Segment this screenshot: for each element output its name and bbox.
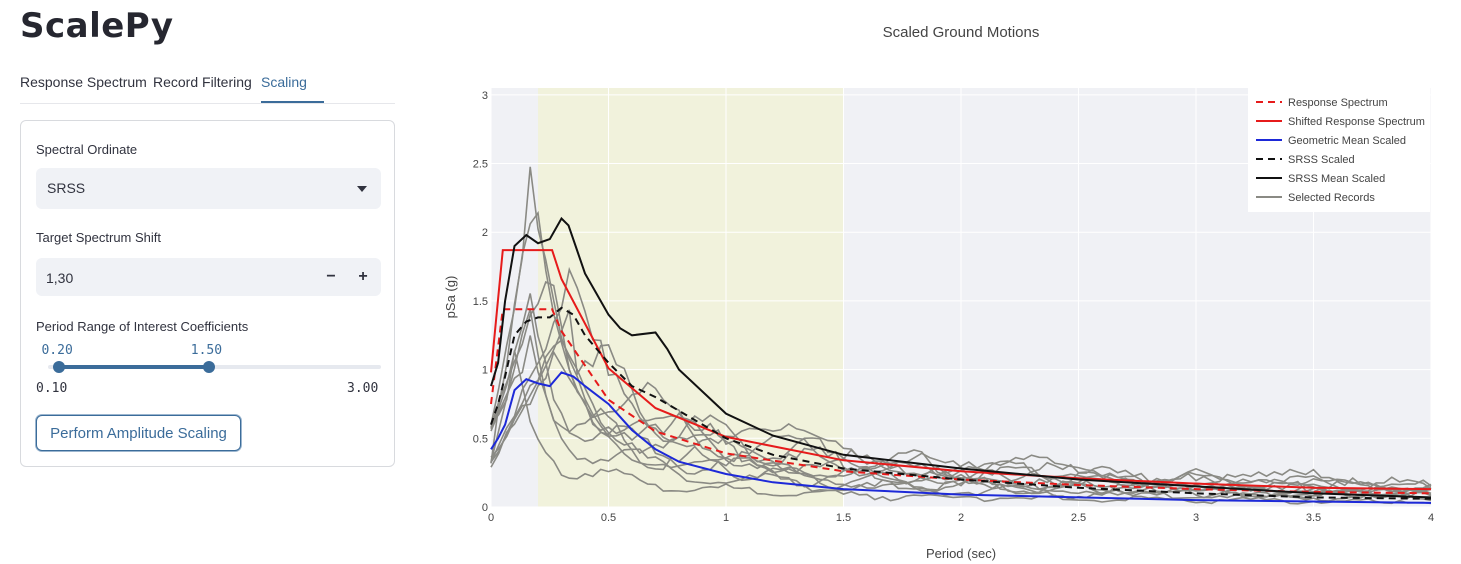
legend-items: Response Spectrum Shifted Response Spectr…	[1256, 97, 1425, 204]
selected-record-line	[490, 350, 1432, 498]
spectral-ordinate-select[interactable]: SRSS	[36, 168, 381, 209]
tab-scaling[interactable]: Scaling	[261, 74, 307, 90]
scaling-form: Spectral Ordinate SRSS Target Spectrum S…	[20, 120, 395, 467]
chevron-down-icon	[357, 186, 367, 192]
chart-title: Scaled Ground Motions	[883, 24, 1040, 41]
selected-record-line	[490, 210, 1432, 493]
target-shift-label: Target Spectrum Shift	[36, 230, 161, 245]
selected-record-line	[490, 166, 1432, 497]
selected-record-line	[490, 350, 1432, 505]
y-tick-label: 3	[482, 90, 488, 102]
series-line	[490, 371, 1432, 504]
selected-record-line	[490, 309, 1432, 492]
legend-label: SRSS Mean Scaled	[1288, 173, 1385, 185]
y-tick-label: 2	[482, 227, 488, 239]
spectral-ordinate-label: Spectral Ordinate	[36, 142, 138, 157]
selected-record-line	[490, 280, 1432, 493]
x-tick-label: 2	[958, 512, 964, 524]
x-tick-label: 0.5	[601, 512, 616, 524]
y-tick-label: 1	[482, 365, 488, 377]
slider-max-label: 3.00	[347, 381, 379, 396]
selected-record-line	[490, 309, 1432, 500]
selected-record-line	[490, 338, 1432, 497]
y-tick-label: 1.5	[473, 296, 488, 308]
y-tick-label: 0.5	[473, 433, 488, 445]
target-shift-stepper: − +	[36, 258, 381, 298]
x-tick-label: 0	[488, 512, 494, 524]
x-tick-label: 1.5	[836, 512, 851, 524]
slider-min-label: 0.10	[36, 381, 68, 396]
spectra-lines	[490, 216, 1432, 504]
axis-ticks: 0 0.5 1 1.5 2 2.5 3 3.5 4 0 0.5 1 1.5 2 2.5 3	[473, 90, 1434, 524]
x-tick-label: 1	[723, 512, 729, 524]
increment-button[interactable]: +	[358, 268, 368, 285]
legend-label: Shifted Response Spectrum	[1288, 116, 1425, 128]
active-tab-indicator	[261, 101, 324, 103]
tab-response-spectrum[interactable]: Response Spectrum	[20, 74, 147, 90]
slider-high-handle[interactable]	[202, 361, 215, 373]
x-tick-label: 3	[1193, 512, 1199, 524]
period-range-band	[538, 88, 844, 507]
target-shift-input[interactable]	[36, 258, 318, 298]
legend-label: Selected Records	[1288, 192, 1375, 204]
series-line	[490, 308, 1432, 495]
selected-record-line	[490, 266, 1432, 492]
legend	[1248, 88, 1430, 212]
period-range-label: Period Range of Interest Coefficients	[36, 319, 249, 334]
plot-area	[491, 88, 1431, 507]
slider-selected-range	[59, 365, 209, 369]
tab-record-filtering[interactable]: Record Filtering	[153, 74, 252, 90]
series-line	[490, 306, 1432, 500]
legend-label: Response Spectrum	[1288, 97, 1388, 109]
series-line	[490, 249, 1432, 491]
slider-high-value: 1.50	[190, 343, 223, 358]
selected-record-line	[490, 335, 1432, 502]
slider-low-value: 0.20	[41, 343, 73, 358]
decrement-button[interactable]: −	[326, 268, 336, 285]
y-tick-label: 2.5	[473, 159, 488, 171]
legend-label: SRSS Scaled	[1288, 154, 1355, 166]
x-axis-label: Period (sec)	[926, 546, 996, 561]
x-tick-label: 4	[1428, 512, 1434, 524]
x-tick-label: 3.5	[1306, 512, 1321, 524]
x-tick-label: 2.5	[1071, 512, 1086, 524]
y-axis-label: pSa (g)	[443, 276, 458, 319]
app-title: ScalePy	[20, 6, 174, 46]
perform-amplitude-scaling-button[interactable]: Perform Amplitude Scaling	[36, 415, 241, 451]
selected-records	[490, 166, 1432, 505]
spectral-ordinate-value: SRSS	[47, 180, 86, 196]
y-tick-label: 0	[482, 502, 488, 514]
grid-lines	[490, 88, 1432, 508]
legend-label: Geometric Mean Scaled	[1288, 135, 1406, 147]
tab-bar: Response Spectrum Record Filtering Scali…	[20, 72, 395, 104]
slider-low-handle[interactable]	[53, 361, 66, 373]
selected-record-line	[490, 293, 1432, 499]
series-line	[490, 216, 1432, 499]
